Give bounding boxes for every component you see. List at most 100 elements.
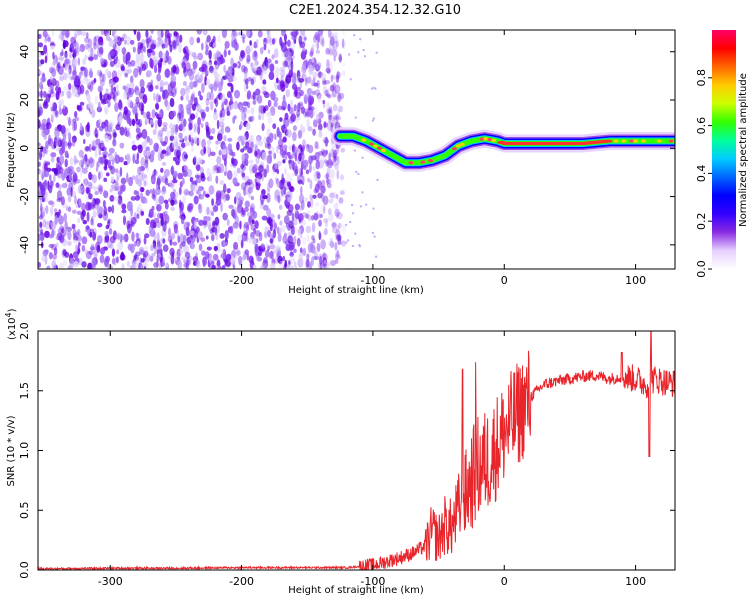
noise-speckle bbox=[53, 208, 58, 214]
noise-speckle bbox=[220, 57, 226, 64]
noise-speckle bbox=[193, 219, 198, 230]
noise-speckle bbox=[310, 106, 315, 111]
noise-speckle bbox=[261, 85, 267, 92]
noise-speckle bbox=[242, 254, 247, 261]
snr-x-tick-label: -200 bbox=[229, 575, 254, 588]
noise-speckle bbox=[97, 222, 103, 228]
noise-speckle bbox=[145, 189, 150, 196]
spectrogram-y-tick-label: -40 bbox=[18, 236, 31, 254]
noise-speckle bbox=[157, 243, 163, 248]
noise-speckle bbox=[250, 107, 255, 115]
noise-speckle bbox=[205, 193, 210, 198]
noise-speckle bbox=[93, 36, 97, 46]
noise-speckle bbox=[280, 69, 286, 78]
noise-speckle bbox=[154, 119, 158, 130]
noise-speckle bbox=[305, 225, 312, 234]
noise-speckle bbox=[303, 36, 307, 41]
noise-speckle bbox=[85, 164, 89, 170]
signal-peak bbox=[376, 146, 382, 150]
noise-speckle bbox=[139, 45, 144, 54]
noise-speckle bbox=[163, 168, 170, 178]
noise-speckle bbox=[274, 133, 277, 141]
noise-speckle bbox=[226, 219, 230, 227]
noise-speckle bbox=[38, 181, 43, 187]
noise-speckle bbox=[245, 184, 251, 195]
noise-speckle bbox=[136, 110, 140, 119]
noise-speckle bbox=[292, 131, 297, 142]
signal-peak bbox=[603, 139, 613, 143]
noise-speckle bbox=[267, 111, 273, 117]
noise-speckle bbox=[127, 63, 132, 70]
noise-speckle bbox=[278, 260, 284, 269]
noise-speckle bbox=[334, 251, 338, 257]
noise-speckle bbox=[86, 93, 91, 102]
noise-speckle bbox=[234, 196, 237, 205]
noise-speckle bbox=[315, 161, 319, 169]
noise-speckle bbox=[183, 118, 187, 127]
noise-speckle bbox=[104, 105, 109, 115]
signal-peak bbox=[483, 137, 489, 141]
noise-speckle bbox=[292, 161, 298, 173]
noise-speckle bbox=[333, 36, 338, 45]
noise-speckle bbox=[42, 101, 49, 109]
noise-speckle bbox=[212, 205, 219, 213]
noise-speckle bbox=[293, 218, 298, 226]
noise-speckle bbox=[318, 256, 323, 265]
noise-speckle bbox=[269, 146, 275, 156]
noise-speckle bbox=[273, 228, 276, 239]
noise-speckle bbox=[44, 37, 48, 43]
noise-speckle bbox=[322, 99, 326, 105]
noise-speckle bbox=[172, 40, 177, 49]
noise-speckle bbox=[314, 183, 320, 193]
noise-speckle bbox=[175, 160, 180, 166]
noise-speckle bbox=[220, 201, 223, 213]
noise-speckle bbox=[157, 38, 164, 46]
noise-speckle bbox=[143, 180, 147, 186]
noise-speckle bbox=[335, 225, 340, 231]
noise-speckle bbox=[180, 95, 184, 101]
noise-speckle bbox=[108, 155, 114, 161]
noise-speckle bbox=[314, 104, 318, 115]
noise-speckle bbox=[224, 40, 231, 49]
noise-speckle bbox=[307, 144, 314, 154]
noise-speckle bbox=[38, 52, 42, 59]
noise-speckle bbox=[274, 59, 279, 64]
noise-speckle bbox=[188, 134, 191, 143]
noise-speckle bbox=[85, 250, 92, 260]
noise-speckle bbox=[181, 177, 185, 185]
noise-speckle bbox=[232, 264, 236, 269]
signal-peak bbox=[640, 139, 646, 143]
noise-speckle bbox=[218, 121, 225, 128]
noise-speckle bbox=[331, 222, 337, 227]
noise-speckle bbox=[318, 70, 322, 79]
noise-speckle bbox=[89, 184, 94, 189]
noise-speckle bbox=[244, 109, 251, 114]
noise-speckle bbox=[82, 219, 88, 225]
spectrogram-y-tick-label: -20 bbox=[18, 188, 31, 206]
noise-speckle bbox=[50, 206, 54, 216]
noise-speckle bbox=[55, 242, 59, 248]
noise-speckle bbox=[72, 172, 78, 183]
noise-speckle bbox=[159, 86, 164, 93]
noise-speckle bbox=[76, 166, 81, 173]
noise-speckle bbox=[195, 252, 199, 261]
noise-speckle bbox=[143, 149, 148, 158]
noise-speckle bbox=[114, 234, 121, 240]
noise-speckle bbox=[318, 111, 324, 119]
noise-speckle bbox=[213, 165, 217, 172]
noise-speckle bbox=[357, 172, 360, 175]
noise-speckle bbox=[111, 70, 118, 81]
noise-speckle bbox=[170, 199, 175, 206]
noise-speckle bbox=[211, 211, 215, 217]
noise-speckle bbox=[336, 234, 342, 242]
noise-speckle bbox=[88, 100, 92, 109]
noise-speckle bbox=[197, 90, 202, 97]
noise-speckle bbox=[302, 236, 307, 245]
noise-speckle bbox=[113, 256, 117, 266]
noise-speckle bbox=[103, 177, 108, 183]
noise-speckle bbox=[152, 221, 156, 229]
noise-speckle bbox=[108, 120, 114, 128]
noise-speckle bbox=[109, 235, 116, 244]
noise-speckle bbox=[117, 241, 124, 251]
noise-speckle bbox=[332, 104, 338, 112]
